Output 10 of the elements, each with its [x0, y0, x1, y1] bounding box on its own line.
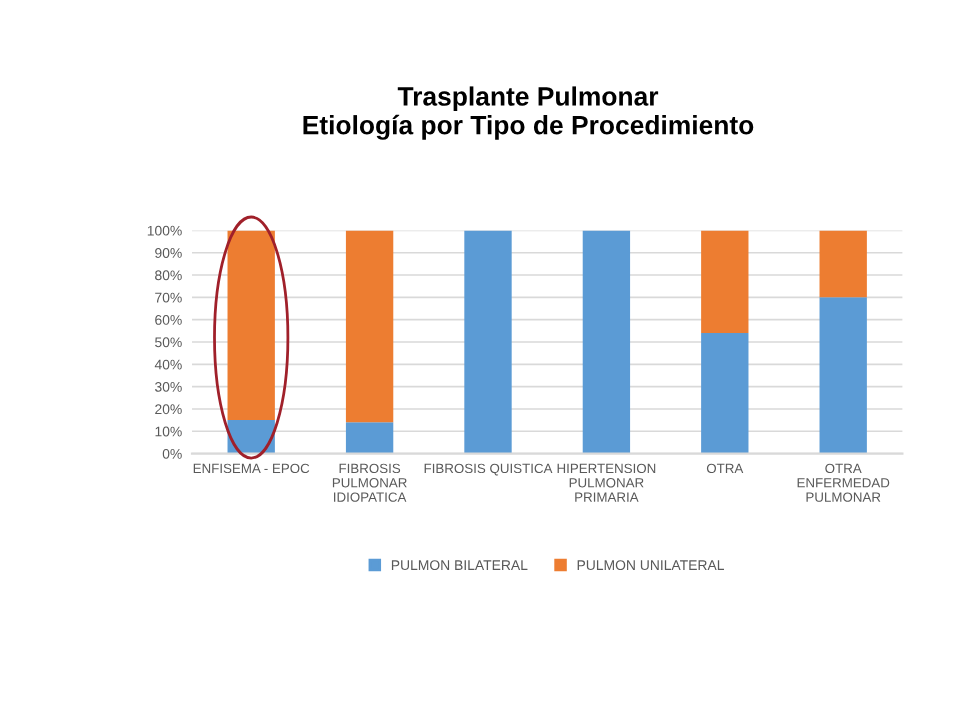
bar: [227, 230, 275, 421]
bar: [819, 230, 867, 298]
bar: [345, 230, 394, 423]
bar: [701, 230, 749, 334]
chart-title: Trasplante Pulmonar Etiología por Tipo de Procedimiento: [303, 86, 754, 140]
bar: [819, 297, 867, 454]
bar: [701, 333, 749, 454]
bar: [464, 230, 512, 454]
bar: [345, 422, 394, 454]
bar: [582, 230, 631, 454]
